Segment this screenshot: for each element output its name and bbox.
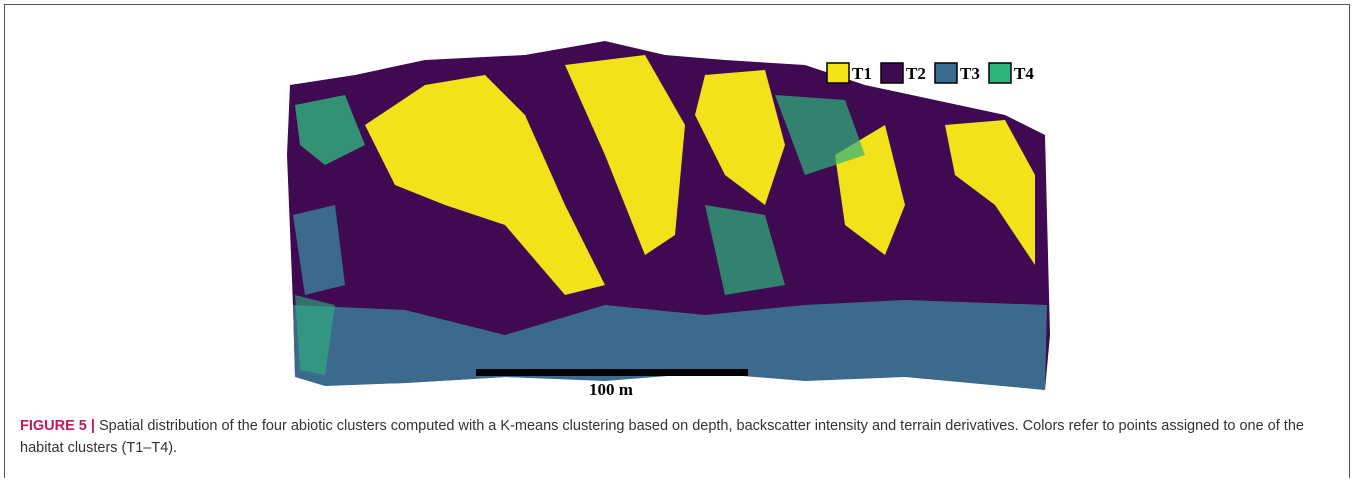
legend-label: T2 bbox=[906, 64, 926, 83]
legend-swatch bbox=[935, 63, 957, 83]
legend-label: T3 bbox=[960, 64, 980, 83]
legend-label: T4 bbox=[1014, 64, 1034, 83]
map bbox=[287, 41, 1050, 390]
cluster-map: T1 T2 T3 T4 100 m bbox=[5, 5, 1350, 405]
figure: T1 T2 T3 T4 100 m FIGURE 5 | Spatial distri… bbox=[4, 4, 1350, 478]
scale-bar-label: 100 m bbox=[589, 380, 633, 399]
legend-swatch bbox=[989, 63, 1011, 83]
scale-bar bbox=[476, 369, 748, 376]
legend-label: T1 bbox=[852, 64, 872, 83]
legend-swatch bbox=[881, 63, 903, 83]
caption-label: FIGURE 5 | bbox=[20, 418, 95, 434]
legend: T1 T2 T3 T4 bbox=[827, 63, 1034, 83]
legend-swatch bbox=[827, 63, 849, 83]
caption-text: Spatial distribution of the four abiotic… bbox=[20, 418, 1304, 456]
caption: FIGURE 5 | Spatial distribution of the f… bbox=[20, 415, 1340, 459]
